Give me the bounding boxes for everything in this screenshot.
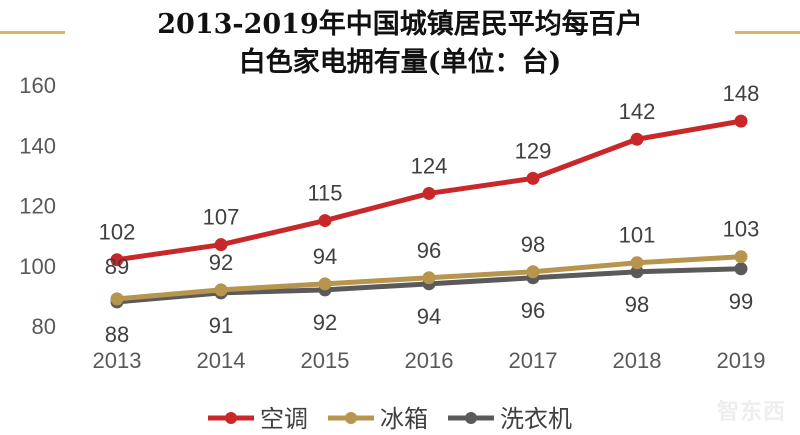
data-label: 148 — [723, 81, 760, 106]
data-point — [630, 132, 644, 146]
data-point — [422, 186, 436, 200]
data-label: 89 — [105, 254, 129, 279]
data-point — [214, 238, 228, 252]
data-label: 115 — [307, 181, 342, 206]
x-tick-label: 2014 — [197, 348, 246, 373]
x-tick-label: 2019 — [717, 348, 766, 373]
legend-label: 洗衣机 — [500, 406, 572, 433]
data-point — [734, 114, 748, 128]
chart-title-line1: 2013-2019年中国城镇居民平均每百户 — [157, 9, 643, 40]
data-label: 94 — [313, 244, 337, 269]
data-label: 96 — [417, 238, 441, 263]
data-label: 124 — [411, 153, 448, 178]
legend-label: 冰箱 — [380, 406, 428, 433]
data-label: 102 — [99, 220, 136, 245]
data-point — [422, 271, 436, 285]
y-tick-label: 160 — [19, 73, 56, 98]
data-label: 96 — [521, 298, 545, 323]
y-tick-label: 120 — [19, 194, 56, 219]
data-label: 101 — [619, 223, 656, 248]
x-tick-label: 2013 — [93, 348, 142, 373]
legend-label: 空调 — [260, 406, 308, 433]
data-label: 129 — [515, 138, 552, 163]
data-point — [734, 262, 748, 276]
data-label: 103 — [723, 217, 760, 242]
data-point — [318, 277, 332, 291]
data-point — [110, 292, 124, 306]
data-point — [734, 250, 748, 264]
data-label: 98 — [521, 232, 545, 257]
y-tick-label: 100 — [19, 254, 56, 279]
y-tick-label: 140 — [19, 133, 56, 158]
data-label: 92 — [313, 310, 337, 335]
x-tick-label: 2016 — [405, 348, 454, 373]
data-point — [630, 265, 644, 279]
watermark-logo: 智东西 — [716, 400, 786, 425]
title-decor-left — [0, 31, 65, 34]
data-point — [318, 214, 332, 228]
title-decor-right — [735, 31, 800, 34]
data-label: 107 — [203, 205, 240, 230]
legend-marker — [225, 412, 237, 424]
x-tick-label: 2018 — [613, 348, 662, 373]
data-label: 99 — [729, 289, 753, 314]
chart-title-line2: 白色家电拥有量(单位：台) — [238, 47, 562, 78]
data-label: 88 — [105, 322, 129, 347]
data-point — [526, 171, 540, 185]
x-tick-label: 2017 — [509, 348, 558, 373]
legend-marker — [465, 412, 477, 424]
data-point — [526, 265, 540, 279]
data-label: 92 — [209, 250, 233, 275]
data-label: 91 — [209, 313, 233, 338]
data-point — [214, 283, 228, 297]
data-point — [110, 253, 124, 267]
data-point — [630, 256, 644, 270]
legend-marker — [345, 412, 357, 424]
data-label: 142 — [619, 99, 656, 124]
data-label: 98 — [625, 292, 649, 317]
x-tick-label: 2015 — [301, 348, 350, 373]
y-tick-label: 80 — [32, 314, 56, 339]
data-label: 94 — [417, 304, 441, 329]
